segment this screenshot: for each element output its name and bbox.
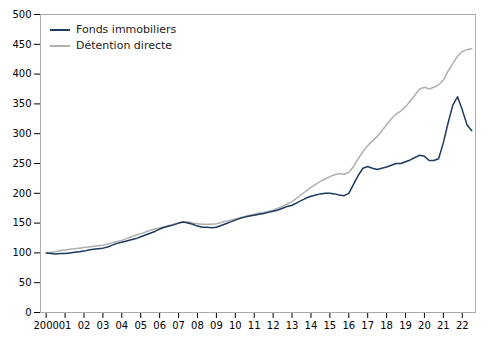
svg-text:200: 200 (12, 188, 31, 199)
svg-text:17: 17 (361, 320, 374, 331)
svg-text:07: 07 (172, 320, 185, 331)
svg-text:12: 12 (267, 320, 280, 331)
svg-text:11: 11 (248, 320, 261, 331)
svg-text:16: 16 (342, 320, 355, 331)
svg-text:13: 13 (286, 320, 299, 331)
svg-text:01: 01 (59, 320, 72, 331)
svg-text:03: 03 (97, 320, 110, 331)
svg-text:50: 50 (19, 277, 32, 288)
svg-text:10: 10 (229, 320, 242, 331)
svg-text:14: 14 (305, 320, 318, 331)
html-text:Fonds immobiliers: Fonds immobiliers (76, 23, 177, 36)
svg-text:05: 05 (134, 320, 147, 331)
svg-text:21: 21 (437, 320, 450, 331)
svg-text:22: 22 (456, 320, 469, 331)
svg-text:300: 300 (12, 128, 31, 139)
svg-text:100: 100 (12, 247, 31, 258)
html-text:Détention directe: Détention directe (76, 39, 173, 52)
svg-text:2000: 2000 (33, 320, 58, 331)
svg-text:350: 350 (12, 98, 31, 109)
svg-text:18: 18 (380, 320, 393, 331)
svg-text:20: 20 (418, 320, 431, 331)
svg-text:15: 15 (324, 320, 337, 331)
svg-text:02: 02 (78, 320, 91, 331)
svg-text:150: 150 (12, 217, 31, 228)
svg-text:500: 500 (12, 9, 31, 20)
svg-text:450: 450 (12, 39, 31, 50)
svg-text:250: 250 (12, 158, 31, 169)
svg-text:08: 08 (191, 320, 204, 331)
svg-text:04: 04 (115, 320, 128, 331)
svg-text:0: 0 (25, 307, 31, 318)
svg-text:400: 400 (12, 68, 31, 79)
svg-text:09: 09 (210, 320, 223, 331)
svg-text:19: 19 (399, 320, 412, 331)
svg-text:06: 06 (153, 320, 166, 331)
